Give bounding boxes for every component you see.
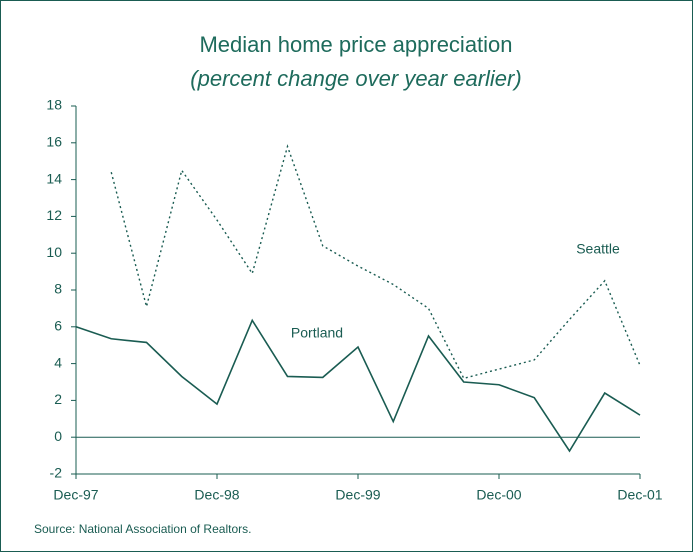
series-line bbox=[75, 318, 641, 453]
y-tick-label: 4 bbox=[54, 354, 62, 370]
y-tick-label: 6 bbox=[54, 318, 62, 334]
chart-title: Median home price appreciation bbox=[199, 32, 512, 57]
x-tick-label: Dec-01 bbox=[617, 487, 662, 503]
y-tick-label: 18 bbox=[46, 97, 62, 113]
y-tick-label: 14 bbox=[46, 170, 62, 186]
y-tick-label: -2 bbox=[50, 465, 63, 481]
y-tick-label: 8 bbox=[54, 281, 62, 297]
y-tick-label: 2 bbox=[54, 391, 62, 407]
y-tick-label: 10 bbox=[46, 244, 62, 260]
x-tick-label: Dec-99 bbox=[335, 487, 380, 503]
x-tick-label: Dec-00 bbox=[476, 487, 521, 503]
y-tick-label: 16 bbox=[46, 134, 62, 150]
chart-subtitle: (percent change over year earlier) bbox=[190, 66, 521, 91]
x-tick-label: Dec-98 bbox=[194, 487, 239, 503]
y-tick-label: 12 bbox=[46, 207, 62, 223]
x-tick-label: Dec-97 bbox=[53, 487, 98, 503]
y-tick-label: 0 bbox=[54, 428, 62, 444]
series-label: Seattle bbox=[576, 241, 620, 257]
series-label: Portland bbox=[291, 325, 343, 341]
source-note: Source: National Association of Realtors… bbox=[34, 522, 251, 536]
